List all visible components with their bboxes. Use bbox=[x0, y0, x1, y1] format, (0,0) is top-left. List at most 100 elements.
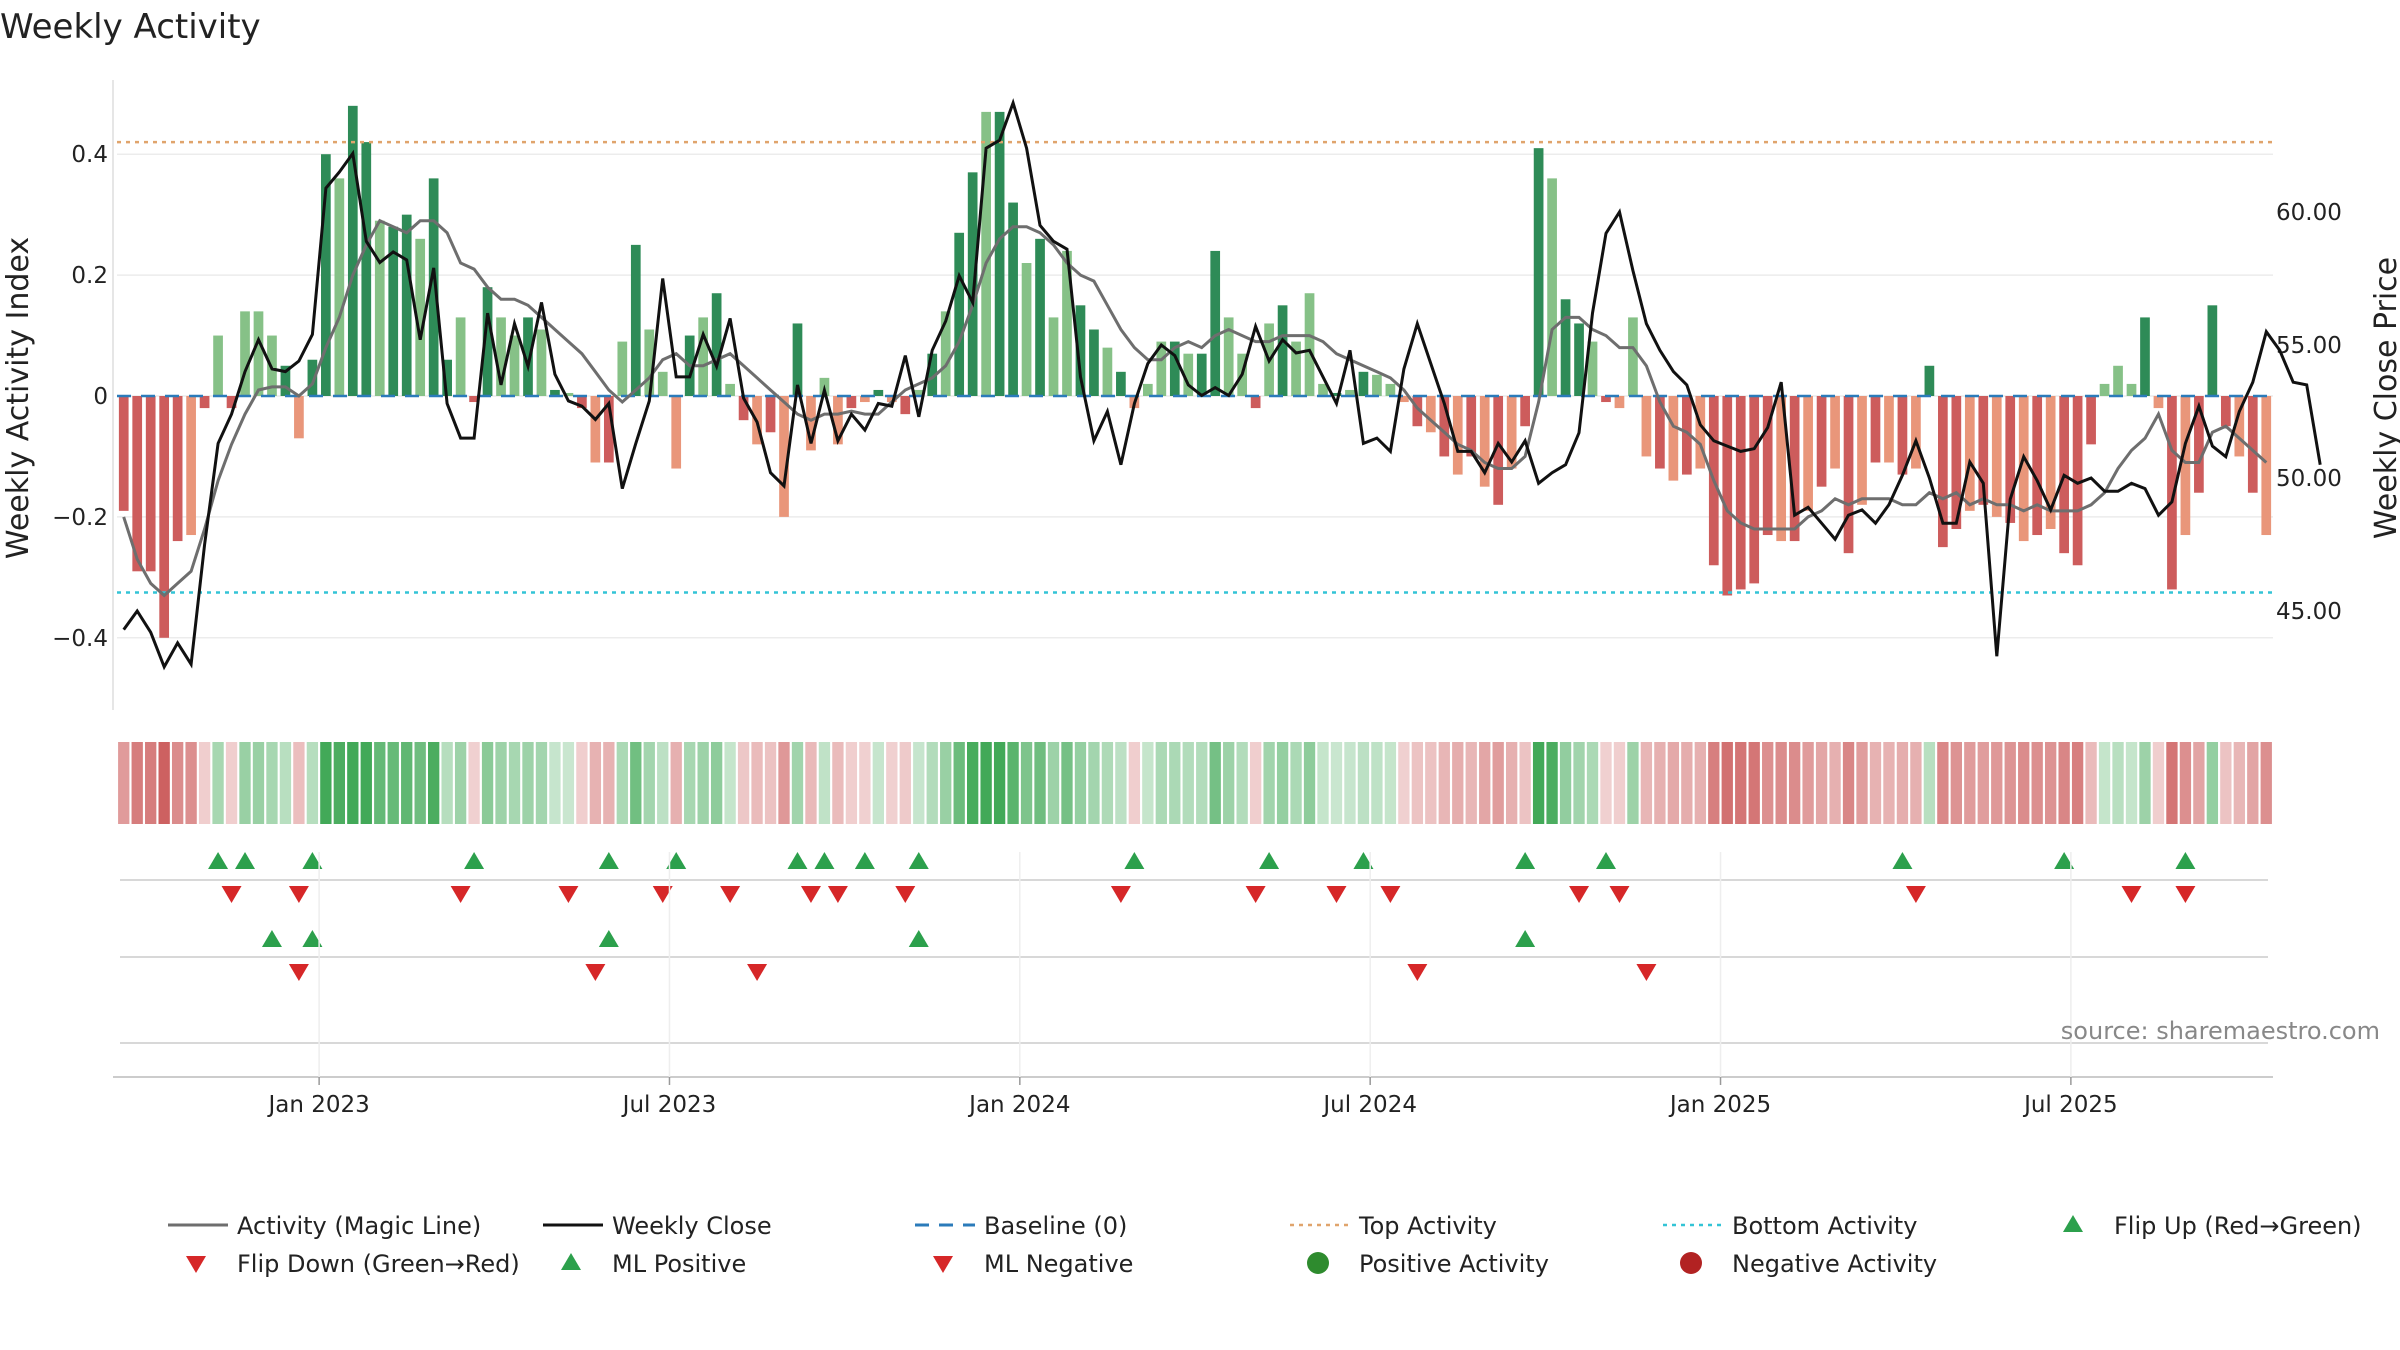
activity-bar bbox=[711, 293, 722, 396]
heat-cell bbox=[643, 742, 655, 824]
flip-down-marker bbox=[2121, 886, 2142, 903]
activity-bar bbox=[603, 396, 614, 463]
heat-cell bbox=[185, 742, 197, 824]
heat-cell bbox=[2098, 742, 2111, 824]
activity-bar bbox=[496, 317, 506, 396]
activity-bar bbox=[1358, 371, 1369, 396]
activity-bar bbox=[1035, 238, 1045, 396]
activity-bar bbox=[132, 396, 143, 572]
activity-bar bbox=[294, 396, 304, 439]
flip-up-marker bbox=[2054, 852, 2075, 869]
heat-cell bbox=[724, 742, 736, 824]
activity-bar bbox=[145, 396, 156, 572]
activity-bar bbox=[347, 105, 358, 396]
activity-bar bbox=[2126, 383, 2137, 396]
heat-cell bbox=[1829, 742, 1841, 824]
heat-cell bbox=[387, 742, 399, 824]
heat-cell bbox=[1667, 742, 1680, 824]
flip-up-marker bbox=[1515, 852, 1536, 869]
heat-cell bbox=[549, 742, 561, 824]
magic-line bbox=[122, 218, 2268, 598]
heat-cell bbox=[145, 742, 157, 824]
heat-cell bbox=[1559, 742, 1572, 824]
legend: Activity (Magic Line) Weekly Close Baselin… bbox=[168, 1212, 2362, 1278]
legend-label: Bottom Activity bbox=[1732, 1212, 1917, 1240]
activity-bar bbox=[1964, 396, 1975, 511]
heat-cell bbox=[818, 742, 831, 824]
legend-swatch-circle bbox=[1307, 1252, 1329, 1274]
ml-negative-marker bbox=[747, 964, 768, 981]
heat-cell bbox=[1101, 742, 1114, 824]
activity-bar bbox=[2220, 396, 2231, 427]
activity-bar bbox=[307, 359, 318, 396]
heat-cell bbox=[1438, 742, 1450, 824]
legend-label: ML Negative bbox=[984, 1250, 1133, 1278]
flip-down-marker bbox=[1569, 886, 1590, 903]
heat-cell bbox=[926, 742, 938, 824]
heat-cell bbox=[1223, 742, 1235, 824]
activity-bar bbox=[1062, 250, 1072, 396]
activity-bar bbox=[2005, 396, 2016, 523]
flip-up-marker bbox=[854, 852, 875, 869]
heat-cell bbox=[737, 742, 750, 824]
activity-bar bbox=[2261, 396, 2272, 536]
activity-bar bbox=[590, 396, 601, 463]
activity-bar bbox=[401, 214, 412, 396]
heat-cell bbox=[845, 742, 858, 824]
heat-cell bbox=[401, 742, 413, 824]
legend-label: Weekly Close bbox=[612, 1212, 772, 1240]
heat-cell bbox=[1398, 742, 1410, 824]
heat-cell bbox=[1775, 742, 1787, 824]
activity-bar bbox=[1614, 396, 1625, 409]
heat-cell bbox=[616, 742, 628, 824]
heat-cell bbox=[1479, 742, 1491, 824]
heat-cell bbox=[791, 742, 804, 824]
activity-bar bbox=[792, 323, 803, 396]
activity-bar bbox=[1560, 299, 1571, 396]
activity-bar bbox=[2140, 317, 2150, 396]
heat-cell bbox=[333, 742, 345, 824]
activity-bar bbox=[1533, 148, 1544, 396]
activity-bar bbox=[1668, 396, 1679, 481]
activity-bar bbox=[199, 396, 210, 409]
heat-cell bbox=[1856, 742, 1868, 824]
activity-bar bbox=[509, 335, 520, 396]
activity-bar bbox=[617, 341, 628, 396]
heat-cell bbox=[239, 742, 251, 824]
heat-cell bbox=[2247, 742, 2259, 824]
heat-cell bbox=[2193, 742, 2205, 824]
activity-bar bbox=[2045, 396, 2056, 529]
flip-up-marker bbox=[235, 852, 256, 869]
activity-bar bbox=[900, 396, 911, 415]
activity-bar bbox=[159, 396, 170, 638]
activity-bar bbox=[1803, 396, 1813, 511]
heat-cell bbox=[2152, 742, 2165, 824]
activity-bar bbox=[1479, 396, 1490, 487]
heat-cell bbox=[684, 742, 696, 824]
activity-bar bbox=[1843, 396, 1854, 554]
heat-cell bbox=[1384, 742, 1397, 824]
activity-bar bbox=[886, 396, 897, 403]
activity-bar bbox=[806, 396, 816, 451]
heat-cell bbox=[360, 742, 372, 824]
heat-cell bbox=[1788, 742, 1801, 824]
activity-bar bbox=[1830, 396, 1840, 469]
y-tick-label: 0 bbox=[93, 384, 108, 410]
heat-cell bbox=[293, 742, 305, 824]
activity-bar bbox=[630, 244, 641, 396]
activity-bar bbox=[725, 383, 735, 396]
activity-bar bbox=[994, 111, 1005, 396]
activity-bar bbox=[1452, 396, 1463, 475]
heat-cell bbox=[1357, 742, 1370, 824]
heat-cell bbox=[1573, 742, 1585, 824]
activity-bar bbox=[1695, 396, 1706, 469]
y2-tick-label: 45.00 bbox=[2276, 599, 2342, 625]
main-plot: 0.4 0.2 0 −0.2 −0.4 60.00 55.00 50.00 45.00 bbox=[52, 80, 2342, 710]
heat-cell bbox=[118, 742, 130, 824]
activity-bar bbox=[415, 238, 426, 396]
chart-title: Weekly Activity bbox=[0, 7, 261, 47]
heat-cell bbox=[967, 742, 979, 824]
heat-cell bbox=[1910, 742, 1922, 824]
activity-bar bbox=[738, 396, 749, 421]
